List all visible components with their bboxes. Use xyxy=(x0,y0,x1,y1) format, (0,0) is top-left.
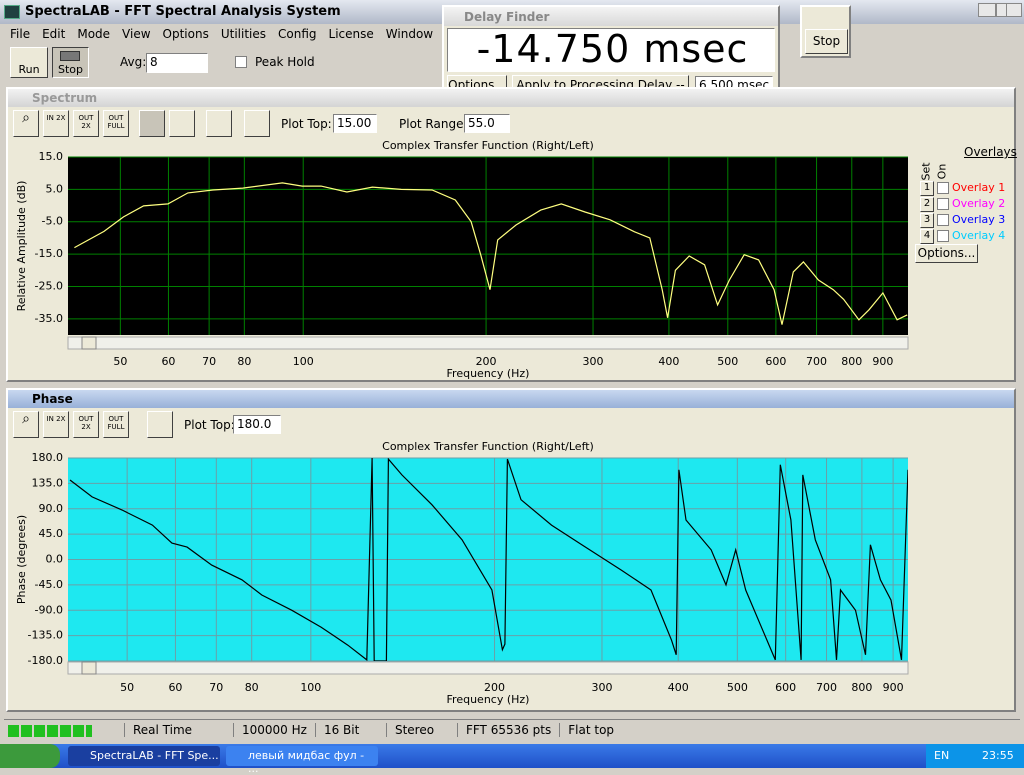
status-cell: FFT 65536 pts xyxy=(456,723,559,737)
status-cell: 100000 Hz xyxy=(233,723,315,737)
system-tray xyxy=(926,744,1024,768)
window-title: SpectraLAB - FFT Spectral Analysis Syste… xyxy=(25,4,341,19)
menu-item[interactable]: Edit xyxy=(42,27,66,41)
scale-button[interactable] xyxy=(244,110,270,137)
status-cell: Flat top xyxy=(559,723,630,737)
settings-button[interactable] xyxy=(147,411,173,438)
overlay-set[interactable]: 4 xyxy=(920,229,934,244)
language: EN xyxy=(934,749,950,762)
stop-window: Stop xyxy=(800,5,851,58)
menu-item[interactable]: Config xyxy=(278,27,317,41)
menu-item[interactable]: Window xyxy=(385,27,434,41)
status-bar: Real Time 100000 Hz 16 Bit Stereo FFT 65536 … xyxy=(4,719,1020,741)
on-header: On xyxy=(935,163,949,180)
menu-item[interactable]: Utilities xyxy=(220,27,267,41)
delay-finder-title: Delay Finder xyxy=(464,10,550,24)
task-button[interactable]: левый мидбас фул - ... xyxy=(226,746,378,775)
menu-item[interactable]: Options xyxy=(162,27,209,41)
plot-range-label: Plot Range: xyxy=(399,117,468,131)
delay-finder-title-bar xyxy=(444,7,778,26)
spectrum-title: Spectrum xyxy=(32,91,98,105)
close[interactable] xyxy=(1006,3,1022,17)
overlay-set[interactable]: 2 xyxy=(920,197,934,212)
zoom-tool[interactable]: ⌕ xyxy=(13,110,39,137)
spectrum-window: Spectrum ⌕ IN 2X OUT 2X OUT FULL Plot To… xyxy=(6,87,1017,382)
menu-item[interactable]: Mode xyxy=(77,27,111,41)
peak-hold-checkbox[interactable] xyxy=(235,56,247,68)
plot-range-field[interactable]: 55.0 xyxy=(464,114,510,133)
phase-title-bar xyxy=(8,390,1014,408)
avg-label: Avg: xyxy=(120,55,147,69)
overlay-list: 1 Overlay 1 2 Overlay 2 3 Overlay 3 4 Overlay 4 xyxy=(920,180,1010,250)
minimize[interactable] xyxy=(978,3,996,17)
overlay-checkbox[interactable] xyxy=(937,214,949,226)
task-button[interactable]: SpectraLAB - FFT Spe... xyxy=(68,746,220,766)
app-icon xyxy=(4,5,20,19)
set-header: Set xyxy=(919,162,933,181)
zoom-tool[interactable]: ⌕ xyxy=(13,411,39,438)
overlay-label: Overlay 1 xyxy=(952,181,1006,194)
overlay-row: 1 Overlay 1 xyxy=(920,180,1010,196)
bar-mode[interactable] xyxy=(169,110,195,137)
overlay-row: 3 Overlay 3 xyxy=(920,212,1010,228)
phase-title: Phase xyxy=(32,392,73,406)
status-cells: Real Time 100000 Hz 16 Bit Stereo FFT 65536 … xyxy=(124,723,630,737)
spectrum-title-bar xyxy=(8,89,1014,107)
settings-button[interactable] xyxy=(206,110,232,137)
overlay-checkbox[interactable] xyxy=(937,230,949,242)
avg-select[interactable]: 8 xyxy=(146,53,208,73)
stop-window-button[interactable]: Stop xyxy=(805,29,848,54)
overlay-row: 2 Overlay 2 xyxy=(920,196,1010,212)
clock: 23:55 xyxy=(982,749,1014,762)
menu-item[interactable]: License xyxy=(328,27,374,41)
run-button[interactable]: Run xyxy=(10,47,48,78)
peak-hold-label: Peak Hold xyxy=(255,55,315,69)
taskbar: SpectraLAB - FFT Spe... левый мидбас фул… xyxy=(0,744,1024,775)
menu-item[interactable]: File xyxy=(10,27,31,41)
stop-button[interactable]: Stop xyxy=(52,47,89,78)
start-button[interactable] xyxy=(0,744,60,768)
line-mode[interactable] xyxy=(139,110,165,137)
overlay-set[interactable]: 1 xyxy=(920,181,934,196)
menu-bar: File Edit Mode View Options Utilities Config Li… xyxy=(4,26,478,42)
overlay-options[interactable]: Options... xyxy=(915,244,978,263)
overlay-row: 4 Overlay 4 xyxy=(920,228,1010,244)
stop-icon xyxy=(60,51,80,61)
level-meter xyxy=(8,725,92,737)
overlay-checkbox[interactable] xyxy=(937,182,949,194)
zoom-button[interactable]: OUT 2X xyxy=(73,411,99,438)
overlays-title: Overlays xyxy=(964,145,1017,159)
overlay-set[interactable]: 3 xyxy=(920,213,934,228)
status-cell: 16 Bit xyxy=(314,723,386,737)
overlay-label: Overlay 3 xyxy=(952,213,1006,226)
plot-top-field[interactable]: 180.0 xyxy=(233,415,281,434)
delay-display: -14.750 msec xyxy=(447,28,775,72)
overlay-label: Overlay 2 xyxy=(952,197,1006,210)
zoom-button[interactable]: IN 2X xyxy=(43,110,69,137)
zoom-button[interactable]: OUT FULL xyxy=(103,110,129,137)
plot-top-field[interactable]: 15.00 xyxy=(333,114,377,133)
overlay-label: Overlay 4 xyxy=(952,229,1006,242)
zoom-button[interactable]: OUT 2X xyxy=(73,110,99,137)
overlay-checkbox[interactable] xyxy=(937,198,949,210)
plot-top-label: Plot Top: xyxy=(281,117,332,131)
phase-window: Phase ⌕ IN 2X OUT 2X OUT FULL Plot Top: … xyxy=(6,388,1016,712)
status-cell: Stereo xyxy=(385,723,457,737)
zoom-button[interactable]: OUT FULL xyxy=(103,411,129,438)
zoom-button[interactable]: IN 2X xyxy=(43,411,69,438)
plot-top-label: Plot Top: xyxy=(184,418,235,432)
delay-finder-window: Delay Finder -14.750 msec Options... App… xyxy=(442,5,780,111)
menu-item[interactable]: View xyxy=(122,27,151,41)
status-cell: Real Time xyxy=(124,723,233,737)
